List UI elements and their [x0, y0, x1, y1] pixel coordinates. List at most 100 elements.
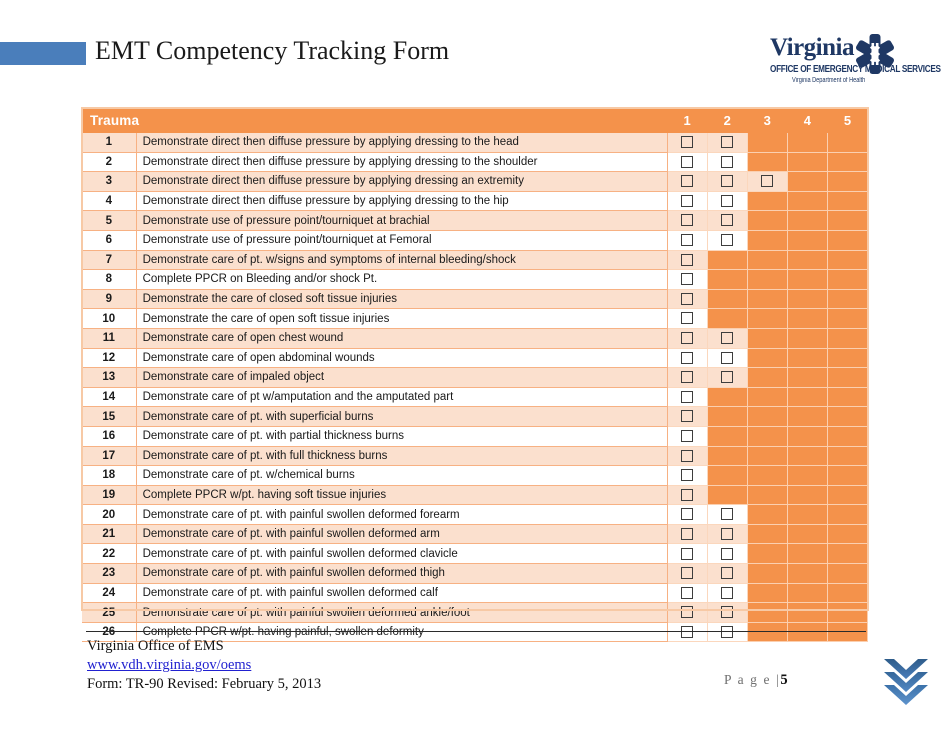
attempt-checkbox-cell[interactable] [667, 230, 708, 251]
attempt-checkbox-cell[interactable] [707, 152, 748, 173]
attempt-blocked-cell [827, 171, 869, 192]
attempt-checkbox-cell[interactable] [667, 133, 708, 153]
checkbox-icon[interactable] [721, 567, 734, 580]
attempt-checkbox-cell[interactable] [667, 269, 708, 290]
attempt-checkbox-cell[interactable] [667, 543, 708, 565]
attempt-blocked-cell [747, 289, 788, 310]
checkbox-icon[interactable] [681, 449, 694, 462]
checkbox-icon[interactable] [681, 312, 694, 325]
checkbox-icon[interactable] [761, 175, 774, 188]
checkbox-icon[interactable] [721, 234, 734, 247]
attempt-checkbox-cell[interactable] [667, 426, 708, 447]
checkbox-icon[interactable] [681, 234, 694, 247]
checkbox-icon[interactable] [721, 332, 734, 344]
checkbox-icon[interactable] [681, 488, 694, 501]
checkbox-icon[interactable] [681, 351, 694, 364]
attempt-blocked-cell [747, 367, 788, 388]
task-description: Demonstrate care of open abdominal wound… [136, 348, 668, 369]
checkbox-icon[interactable] [721, 194, 734, 207]
attempt-checkbox-cell[interactable] [667, 367, 708, 388]
attempt-checkbox-cell[interactable] [707, 328, 748, 349]
attempt-checkbox-cell[interactable] [667, 465, 708, 486]
checkbox-icon[interactable] [681, 527, 694, 540]
checkbox-icon[interactable] [721, 351, 734, 364]
attempt-checkbox-cell[interactable] [707, 622, 748, 643]
checkbox-icon[interactable] [721, 214, 734, 227]
checkbox-icon[interactable] [681, 429, 694, 442]
checkbox-icon[interactable] [681, 253, 694, 266]
checkbox-icon[interactable] [681, 194, 694, 207]
checkbox-icon[interactable] [681, 547, 694, 560]
checkbox-icon[interactable] [681, 136, 694, 149]
checkbox-icon[interactable] [721, 547, 734, 560]
attempt-blocked-cell [747, 543, 788, 565]
checkbox-icon[interactable] [681, 410, 694, 423]
checkbox-icon[interactable] [721, 136, 734, 149]
checkbox-icon[interactable] [721, 508, 734, 521]
attempt-blocked-cell [787, 485, 828, 506]
checkbox-icon[interactable] [681, 175, 694, 188]
checkbox-icon[interactable] [681, 469, 694, 482]
attempt-checkbox-cell[interactable] [667, 524, 708, 545]
checkbox-icon[interactable] [681, 292, 694, 305]
attempt-checkbox-cell[interactable] [707, 133, 748, 153]
attempt-checkbox-cell[interactable] [667, 191, 708, 212]
attempt-checkbox-cell[interactable] [667, 485, 708, 506]
attempt-checkbox-cell[interactable] [707, 504, 748, 525]
attempt-checkbox-cell[interactable] [667, 171, 708, 192]
checkbox-icon[interactable] [681, 214, 694, 227]
attempt-checkbox-cell[interactable] [667, 563, 708, 584]
checkbox-icon[interactable] [721, 371, 734, 384]
checkbox-icon[interactable] [721, 175, 734, 188]
row-number: 1 [82, 133, 137, 153]
attempt-checkbox-cell[interactable] [707, 191, 748, 212]
checkbox-icon[interactable] [681, 508, 694, 521]
attempt-checkbox-cell[interactable] [667, 328, 708, 349]
attempt-checkbox-cell[interactable] [707, 524, 748, 545]
checkbox-icon[interactable] [721, 155, 734, 168]
attempt-checkbox-cell[interactable] [707, 563, 748, 584]
attempt-checkbox-cell[interactable] [747, 171, 788, 192]
attempt-checkbox-cell[interactable] [667, 622, 708, 643]
attempt-checkbox-cell[interactable] [667, 602, 708, 623]
checkbox-icon[interactable] [681, 606, 694, 619]
attempt-checkbox-cell[interactable] [667, 583, 708, 604]
checkbox-icon[interactable] [681, 390, 694, 403]
checkbox-icon[interactable] [681, 332, 694, 344]
checkbox-icon[interactable] [721, 527, 734, 540]
checkbox-icon[interactable] [681, 155, 694, 168]
attempt-checkbox-cell[interactable] [667, 250, 708, 271]
attempt-checkbox-cell[interactable] [707, 210, 748, 231]
attempt-checkbox-cell[interactable] [707, 543, 748, 565]
attempt-checkbox-cell[interactable] [707, 583, 748, 604]
checkbox-icon[interactable] [681, 273, 694, 286]
attempt-checkbox-cell[interactable] [667, 210, 708, 231]
attempt-checkbox-cell[interactable] [707, 230, 748, 251]
attempt-checkbox-cell[interactable] [667, 504, 708, 525]
attempt-checkbox-cell[interactable] [667, 348, 708, 369]
checkbox-icon[interactable] [681, 371, 694, 384]
checkbox-icon[interactable] [681, 586, 694, 599]
footer-website-link[interactable]: www.vdh.virginia.gov/oems [87, 657, 252, 674]
attempt-checkbox-cell[interactable] [707, 367, 748, 388]
attempt-blocked-cell [747, 308, 788, 329]
attempt-blocked-cell [827, 308, 869, 329]
attempt-checkbox-cell[interactable] [667, 387, 708, 408]
attempt-checkbox-cell[interactable] [707, 171, 748, 192]
attempt-checkbox-cell[interactable] [667, 152, 708, 173]
task-description: Demonstrate direct then diffuse pressure… [136, 152, 668, 173]
task-description: Demonstrate care of pt. with painful swo… [136, 563, 668, 584]
attempt-blocked-cell [707, 387, 748, 408]
attempt-checkbox-cell[interactable] [667, 289, 708, 310]
attempt-checkbox-cell[interactable] [667, 446, 708, 467]
checkbox-icon[interactable] [721, 586, 734, 599]
attempt-checkbox-cell[interactable] [667, 308, 708, 329]
attempt-checkbox-cell[interactable] [667, 406, 708, 427]
attempt-checkbox-cell[interactable] [707, 602, 748, 623]
checkbox-icon[interactable] [721, 606, 734, 619]
attempt-blocked-cell [827, 563, 869, 584]
attempt-blocked-cell [747, 465, 788, 486]
task-description: Demonstrate care of impaled object [136, 367, 668, 388]
checkbox-icon[interactable] [681, 567, 694, 580]
attempt-checkbox-cell[interactable] [707, 348, 748, 369]
